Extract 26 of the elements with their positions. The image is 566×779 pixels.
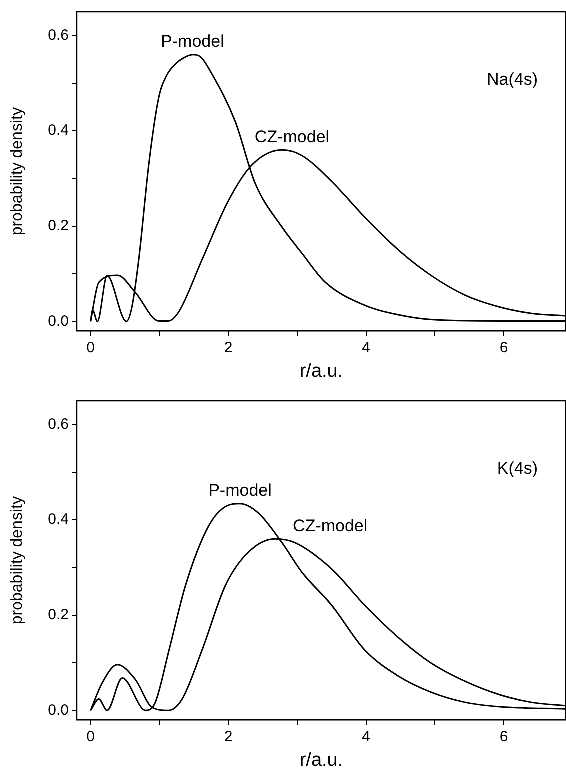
y-axis-title: probability density — [9, 108, 26, 236]
annotation: Na(4s) — [486, 70, 538, 90]
series-label: P-model — [208, 481, 272, 500]
x-tick-label: 6 — [500, 339, 508, 356]
x-tick-label: 0 — [86, 728, 95, 746]
x-tick-label: 4 — [362, 339, 370, 356]
annotation: K(4s) — [497, 459, 538, 478]
y-axis-title: probability density — [9, 496, 26, 625]
y-tick-label: 0.6 — [48, 416, 69, 433]
y-tick-label: 0.4 — [48, 511, 69, 528]
series-label: CZ-model — [293, 516, 368, 536]
x-tick-label: 2 — [224, 728, 233, 746]
x-tick-label: 6 — [500, 728, 508, 746]
y-tick-label: 0.0 — [48, 702, 69, 719]
y-tick-label: 0.4 — [48, 122, 69, 140]
y-tick-label: 0.2 — [48, 218, 69, 235]
series-label: P-model — [161, 32, 224, 52]
y-tick-label: 0.6 — [48, 26, 69, 44]
y-tick-label: 0.2 — [48, 606, 69, 624]
x-tick-label: 0 — [86, 339, 95, 356]
x-axis-title: r/a.u. — [300, 750, 344, 771]
series-label: CZ-model — [254, 127, 330, 146]
y-tick-label: 0.0 — [48, 312, 69, 330]
x-tick-label: 4 — [362, 728, 370, 746]
x-axis-title: r/a.u. — [300, 360, 344, 382]
x-tick-label: 2 — [224, 339, 233, 356]
